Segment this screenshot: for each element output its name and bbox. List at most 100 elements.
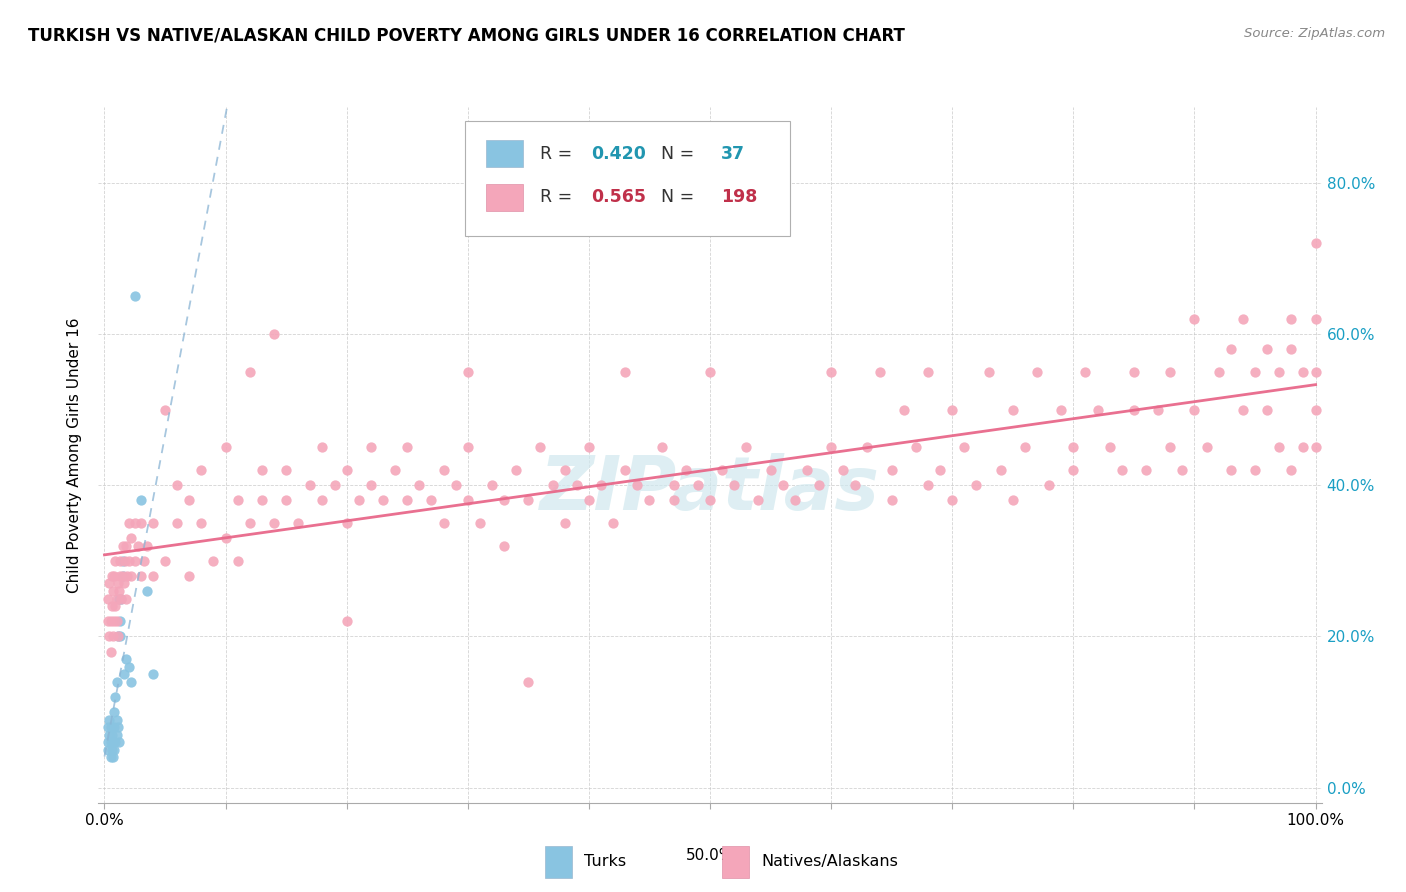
- Point: [904, 441, 927, 455]
- Point: [494, 539, 516, 553]
- Point: [142, 569, 165, 583]
- Point: [589, 478, 612, 492]
- Point: [110, 591, 132, 606]
- Point: [129, 516, 152, 530]
- Point: [1195, 441, 1218, 455]
- Point: [276, 493, 298, 508]
- Text: R =: R =: [540, 188, 578, 206]
- Point: [494, 493, 516, 508]
- Point: [110, 591, 132, 606]
- Point: [100, 743, 122, 757]
- Point: [541, 478, 564, 492]
- Point: [1014, 441, 1036, 455]
- Point: [97, 615, 120, 629]
- Point: [111, 569, 134, 583]
- Point: [1279, 342, 1302, 356]
- Point: [100, 644, 122, 658]
- Point: [505, 463, 527, 477]
- Point: [104, 735, 127, 749]
- Point: [98, 629, 121, 643]
- Point: [105, 728, 128, 742]
- Point: [104, 554, 127, 568]
- Point: [1147, 402, 1170, 417]
- Point: [614, 365, 637, 379]
- Point: [97, 591, 120, 606]
- Point: [98, 576, 121, 591]
- Point: [129, 493, 152, 508]
- Point: [101, 629, 124, 643]
- Point: [103, 615, 125, 629]
- Point: [124, 516, 146, 530]
- FancyBboxPatch shape: [546, 847, 572, 878]
- Point: [808, 478, 831, 492]
- Point: [250, 463, 273, 477]
- Point: [166, 478, 188, 492]
- Point: [1279, 463, 1302, 477]
- Point: [135, 584, 157, 599]
- Point: [98, 713, 121, 727]
- Point: [101, 735, 124, 749]
- Point: [1050, 402, 1073, 417]
- Text: Natives/Alaskans: Natives/Alaskans: [762, 855, 898, 870]
- Point: [468, 516, 491, 530]
- Point: [844, 478, 866, 492]
- Point: [1087, 402, 1109, 417]
- Text: 198: 198: [721, 188, 758, 206]
- Point: [747, 493, 769, 508]
- Point: [97, 743, 120, 757]
- Point: [226, 554, 249, 568]
- Text: 0.420: 0.420: [592, 145, 647, 162]
- Point: [1001, 402, 1024, 417]
- Point: [1292, 365, 1315, 379]
- Point: [263, 516, 285, 530]
- Point: [111, 569, 134, 583]
- Point: [124, 554, 146, 568]
- Point: [917, 478, 939, 492]
- Point: [118, 554, 141, 568]
- Point: [1062, 441, 1084, 455]
- Point: [1219, 463, 1241, 477]
- Point: [1292, 441, 1315, 455]
- Point: [110, 615, 132, 629]
- Point: [1171, 463, 1194, 477]
- Point: [107, 629, 129, 643]
- Point: [276, 463, 298, 477]
- Point: [1098, 441, 1121, 455]
- Point: [104, 690, 127, 704]
- Text: Turks: Turks: [583, 855, 626, 870]
- Point: [360, 441, 382, 455]
- Point: [1279, 311, 1302, 326]
- Point: [239, 365, 262, 379]
- Point: [371, 493, 394, 508]
- FancyBboxPatch shape: [465, 121, 790, 235]
- Point: [856, 441, 879, 455]
- Point: [214, 441, 236, 455]
- Point: [1122, 402, 1144, 417]
- Point: [565, 478, 588, 492]
- Point: [832, 463, 855, 477]
- Point: [1159, 365, 1181, 379]
- Text: 0.565: 0.565: [592, 188, 647, 206]
- Point: [120, 531, 142, 545]
- Point: [457, 365, 479, 379]
- Point: [1001, 493, 1024, 508]
- Text: 37: 37: [721, 145, 745, 162]
- Point: [142, 667, 165, 681]
- Point: [120, 569, 142, 583]
- Point: [1268, 365, 1291, 379]
- Point: [517, 674, 540, 689]
- Point: [129, 569, 152, 583]
- Point: [190, 516, 212, 530]
- FancyBboxPatch shape: [723, 847, 749, 878]
- Point: [1305, 311, 1327, 326]
- Point: [311, 493, 333, 508]
- Y-axis label: Child Poverty Among Girls Under 16: Child Poverty Among Girls Under 16: [67, 318, 83, 592]
- Point: [118, 659, 141, 673]
- Point: [917, 365, 939, 379]
- Point: [1159, 441, 1181, 455]
- Point: [1135, 463, 1157, 477]
- Point: [783, 493, 806, 508]
- Point: [1184, 402, 1206, 417]
- Point: [97, 720, 120, 734]
- Point: [336, 516, 359, 530]
